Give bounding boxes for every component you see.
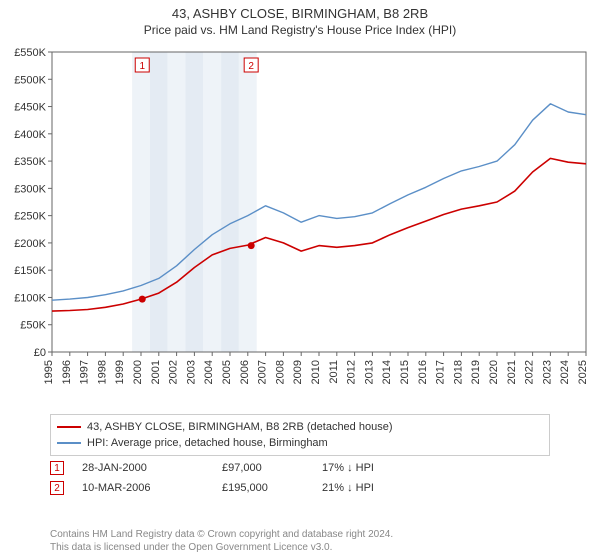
svg-text:2011: 2011: [328, 360, 340, 384]
title-address: 43, ASHBY CLOSE, BIRMINGHAM, B8 2RB: [0, 6, 600, 21]
titles: 43, ASHBY CLOSE, BIRMINGHAM, B8 2RB Pric…: [0, 0, 600, 37]
legend-swatch: [57, 426, 81, 428]
transaction-hpi-delta: 21% ↓ HPI: [322, 482, 442, 494]
svg-text:2003: 2003: [185, 360, 197, 384]
svg-text:£200K: £200K: [14, 238, 46, 250]
svg-text:2: 2: [248, 61, 254, 72]
svg-text:2021: 2021: [506, 360, 518, 384]
svg-text:£150K: £150K: [14, 265, 46, 277]
transactions-table: 1 28-JAN-2000 £97,000 17% ↓ HPI 2 10-MAR…: [50, 458, 550, 498]
svg-text:2000: 2000: [132, 360, 144, 384]
legend-item: HPI: Average price, detached house, Birm…: [57, 435, 543, 451]
svg-text:2001: 2001: [150, 360, 162, 384]
svg-text:£350K: £350K: [14, 156, 46, 168]
svg-text:1: 1: [139, 61, 145, 72]
svg-text:2013: 2013: [363, 360, 375, 384]
svg-text:2023: 2023: [541, 360, 553, 384]
svg-text:£500K: £500K: [14, 74, 46, 86]
svg-text:2010: 2010: [310, 360, 322, 384]
svg-text:2020: 2020: [488, 360, 500, 384]
marker-badge: 2: [50, 481, 64, 495]
transaction-price: £195,000: [222, 482, 322, 494]
transaction-row: 1 28-JAN-2000 £97,000 17% ↓ HPI: [50, 458, 550, 478]
svg-text:£300K: £300K: [14, 183, 46, 195]
svg-text:£400K: £400K: [14, 129, 46, 141]
title-subtitle: Price paid vs. HM Land Registry's House …: [0, 23, 600, 37]
svg-text:1996: 1996: [61, 360, 73, 384]
transaction-hpi-delta: 17% ↓ HPI: [322, 462, 442, 474]
svg-text:£0: £0: [34, 347, 46, 359]
svg-text:2006: 2006: [239, 360, 251, 384]
svg-text:£50K: £50K: [20, 320, 46, 332]
svg-text:2024: 2024: [559, 360, 571, 384]
chart-svg: £0 £50K £100K £150K £200K £250K £300K £350K £400…: [8, 46, 592, 406]
svg-text:2025: 2025: [577, 360, 589, 384]
legend-item: 43, ASHBY CLOSE, BIRMINGHAM, B8 2RB (det…: [57, 419, 543, 435]
legend: 43, ASHBY CLOSE, BIRMINGHAM, B8 2RB (det…: [50, 414, 550, 456]
svg-text:1998: 1998: [96, 360, 108, 384]
transaction-row: 2 10-MAR-2006 £195,000 21% ↓ HPI: [50, 478, 550, 498]
svg-text:2014: 2014: [381, 360, 393, 384]
svg-text:2019: 2019: [470, 360, 482, 384]
svg-text:2017: 2017: [435, 360, 447, 384]
legend-label: HPI: Average price, detached house, Birm…: [87, 437, 328, 449]
transaction-price: £97,000: [222, 462, 322, 474]
svg-text:1999: 1999: [114, 360, 126, 384]
svg-text:2015: 2015: [399, 360, 411, 384]
svg-text:2004: 2004: [203, 360, 215, 384]
transaction-date: 28-JAN-2000: [82, 462, 222, 474]
svg-text:2002: 2002: [168, 360, 180, 384]
svg-text:2008: 2008: [274, 360, 286, 384]
svg-text:2007: 2007: [257, 360, 269, 384]
chart: £0 £50K £100K £150K £200K £250K £300K £350K £400…: [8, 46, 592, 406]
svg-text:£450K: £450K: [14, 102, 46, 114]
footer-line: Contains HM Land Registry data © Crown c…: [50, 528, 393, 541]
svg-text:2022: 2022: [524, 360, 536, 384]
svg-text:£100K: £100K: [14, 292, 46, 304]
svg-text:£550K: £550K: [14, 47, 46, 59]
svg-text:2016: 2016: [417, 360, 429, 384]
marker-badge: 1: [50, 461, 64, 475]
svg-text:£250K: £250K: [14, 211, 46, 223]
chart-container: 43, ASHBY CLOSE, BIRMINGHAM, B8 2RB Pric…: [0, 0, 600, 560]
footer: Contains HM Land Registry data © Crown c…: [50, 528, 393, 554]
svg-text:2012: 2012: [346, 360, 358, 384]
legend-label: 43, ASHBY CLOSE, BIRMINGHAM, B8 2RB (det…: [87, 421, 393, 433]
svg-text:1997: 1997: [79, 360, 91, 384]
svg-text:1995: 1995: [43, 360, 55, 384]
footer-line: This data is licensed under the Open Gov…: [50, 541, 393, 554]
legend-swatch: [57, 442, 81, 444]
svg-text:2009: 2009: [292, 360, 304, 384]
transaction-date: 10-MAR-2006: [82, 482, 222, 494]
svg-text:2005: 2005: [221, 360, 233, 384]
svg-text:2018: 2018: [452, 360, 464, 384]
